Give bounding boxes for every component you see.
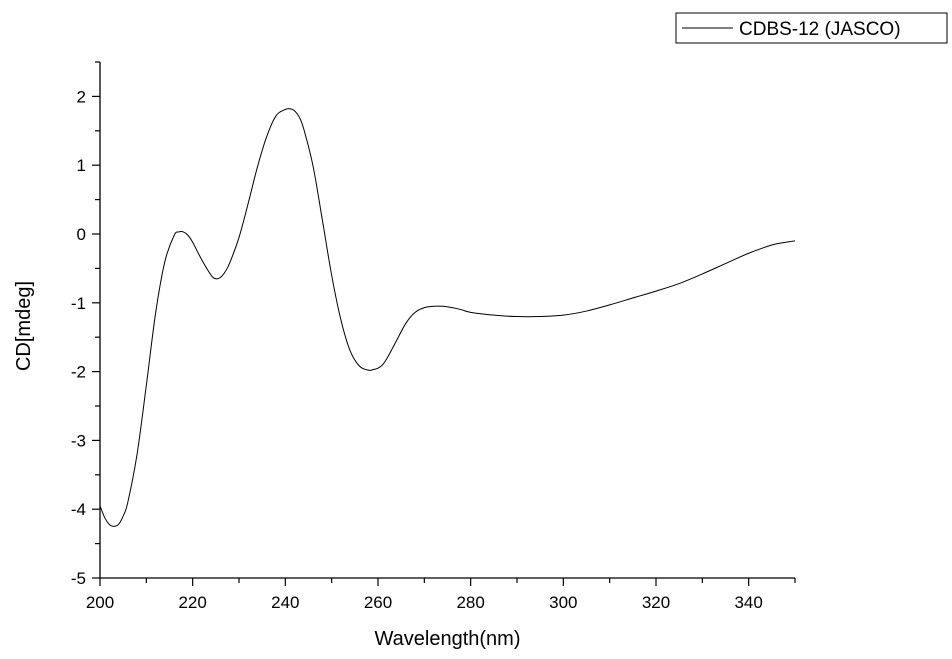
y-tick-label: -5 — [71, 569, 86, 588]
y-tick-label: 0 — [77, 225, 86, 244]
x-tick-label: 240 — [271, 593, 299, 612]
x-tick-label: 280 — [456, 593, 484, 612]
legend-entry-label: CDBS-12 (JASCO) — [739, 19, 901, 40]
axes — [99, 62, 795, 579]
x-tick-label: 340 — [734, 593, 762, 612]
y-tick-label: 2 — [77, 87, 86, 106]
legend: CDBS-12 (JASCO) — [675, 12, 948, 44]
x-tick-label: 300 — [549, 593, 577, 612]
x-tick-label: 260 — [364, 593, 392, 612]
y-tick-label: -4 — [71, 500, 86, 519]
y-tick-label: 1 — [77, 156, 86, 175]
x-axis-label: Wavelength(nm) — [375, 628, 521, 650]
series-line-cdbs-12 — [99, 108, 796, 527]
y-axis-label: CD[mdeg] — [13, 281, 35, 371]
y-tick-label: -2 — [71, 363, 86, 382]
x-ticks: 200 220 240 260 280 300 320 340 — [86, 578, 796, 612]
y-ticks: -5 -4 -3 -2 -1 0 1 2 — [71, 61, 100, 588]
y-tick-label: -1 — [71, 294, 86, 313]
x-tick-label: 220 — [178, 593, 206, 612]
x-tick-label: 200 — [86, 593, 114, 612]
y-tick-label: -3 — [71, 431, 86, 450]
x-tick-label: 320 — [642, 593, 670, 612]
